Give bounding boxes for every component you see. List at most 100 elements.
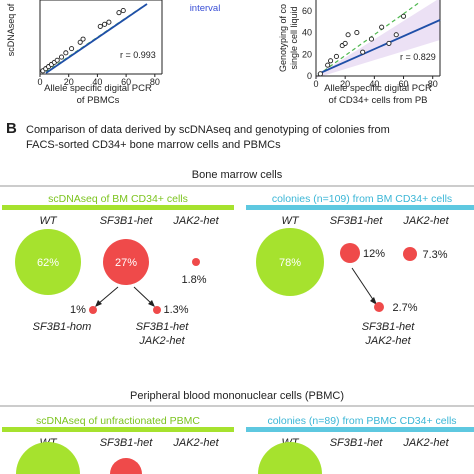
right-point-0 [317, 71, 323, 77]
left-point-10 [80, 36, 86, 42]
bm-right-col-jak2: JAK2-het [402, 215, 449, 227]
bm-right-double-label2: JAK2-het [364, 335, 411, 347]
right-point-10 [379, 24, 385, 30]
bm-left-col-jak2: JAK2-het [172, 215, 219, 227]
bm-right-col-sf3b1: SF3B1-het [330, 215, 384, 227]
bm-right-sf3b1-pct: 12% [363, 248, 385, 260]
right-xtick-label-0: 0 [313, 79, 318, 89]
left-xtick-label-0: 0 [37, 77, 42, 87]
left-scatter: 0 20 40 60 80 r = 0.993 Allele specific digi… [6, 0, 220, 106]
pb-colonies-header: colonies (n=89) from PBMC CD34+ cells [267, 415, 456, 427]
bm-left-double-label1: SF3B1-het [136, 321, 190, 333]
left-point-9 [77, 39, 83, 45]
bm-left-jak2-bubble [192, 258, 200, 266]
right-point-9 [368, 36, 374, 42]
right-point-1 [325, 62, 331, 68]
bm-colonies-header: colonies (n=109) from BM CD34+ cells [272, 193, 452, 205]
right-ylabel-line2: single cell liquid [289, 6, 299, 69]
right-point-11 [386, 40, 392, 46]
right-point-2 [328, 58, 334, 64]
left-regression-line [45, 3, 148, 74]
panel-b-title-line2: FACS-sorted CD34+ bone marrow cells and … [26, 139, 281, 151]
bm-right-wt-pct: 78% [279, 257, 301, 269]
bm-right-wt-bubble [256, 228, 324, 296]
pb-left-wt-bubble [16, 442, 80, 474]
bm-left-arrow-hom [97, 286, 119, 305]
bm-right-jak2-pct: 7.3% [422, 249, 447, 261]
left-xtick-label-2: 40 [92, 77, 102, 87]
left-point-14 [116, 10, 122, 16]
right-ytick-label-1: 20 [302, 49, 312, 59]
left-xlabel-line2: of PBMCs [77, 95, 120, 106]
right-xtick-label-4: 80 [428, 79, 438, 89]
right-ylabel-line1: Genotyping of co [278, 4, 288, 72]
left-point-11 [97, 23, 103, 29]
left-point-13 [106, 19, 112, 25]
bm-right-sf3b1-bubble [340, 243, 360, 263]
bm-left-arrow-double [133, 286, 153, 305]
right-xlabel-line1: Allele specific digital PCR [324, 83, 432, 94]
right-point-3 [333, 53, 339, 60]
pb-scdnaseq-bar [2, 427, 234, 432]
right-r-value: r = 0.829 [400, 52, 436, 62]
bm-left-double-pct: 1.3% [163, 304, 188, 316]
panel-b-title-line1: Comparison of data derived by scDNAseq a… [26, 124, 390, 136]
bm-right-arrowhead-double [370, 297, 377, 305]
pb-left-col-sf3b1: SF3B1-het [100, 437, 154, 449]
left-xlabel-line1: Allele specific digital PCR [44, 83, 152, 94]
left-point-15 [120, 8, 126, 14]
bm-colonies-bar [246, 205, 474, 210]
bm-scdnaseq-header: scDNAseq of BM CD34+ cells [48, 193, 188, 205]
legend-interval-text: interval [190, 3, 221, 14]
right-ci-band [316, 0, 440, 78]
left-xtick-label-4: 80 [150, 77, 160, 87]
right-point-12 [393, 32, 399, 38]
bm-left-arrowhead-double [148, 300, 155, 307]
left-xtick-label-3: 60 [121, 77, 131, 87]
right-ytick-label-3: 60 [302, 6, 312, 16]
bm-left-jak2-pct: 1.8% [181, 274, 206, 286]
bm-left-col-sf3b1: SF3B1-het [100, 215, 154, 227]
pb-section-title: Peripheral blood mononuclear cells (PBMC… [130, 390, 344, 402]
pb-colonies-bar [246, 427, 474, 432]
bm-left-hom-pct: 1% [70, 304, 86, 316]
right-ytick-label-2: 40 [302, 28, 312, 38]
right-ytick-label-0: 0 [307, 71, 312, 81]
bm-right-double-pct: 2.7% [392, 302, 417, 314]
left-ylabel: scDNAseq of [6, 3, 16, 56]
pb-right-wt-bubble [258, 442, 322, 474]
left-r-value: r = 0.993 [120, 50, 156, 60]
right-regression-line [317, 19, 441, 75]
bm-left-double-label2: JAK2-het [138, 335, 185, 347]
left-point-6 [58, 54, 65, 60]
bm-right-col-wt: WT [281, 215, 299, 227]
left-point-12 [102, 21, 108, 27]
pb-left-sf3b1-bubble [110, 458, 142, 474]
left-point-7 [63, 50, 69, 56]
pb-right-col-sf3b1: SF3B1-het [330, 437, 384, 449]
bm-left-double-bubble [153, 306, 161, 314]
right-point-13 [400, 13, 407, 19]
bm-left-sf3b1-pct: 27% [115, 257, 137, 269]
panel-b-letter: B [6, 120, 17, 137]
left-point-8 [69, 46, 75, 52]
right-xlabel-line2: of CD34+ cells from PB [329, 95, 428, 106]
pb-scdnaseq-header: scDNAseq of unfractionated PBMC [36, 415, 200, 427]
bm-section-title: Bone marrow cells [192, 169, 283, 181]
bm-right-jak2-bubble [403, 247, 417, 261]
right-xtick-label-1: 20 [340, 79, 350, 89]
bm-left-col-wt: WT [39, 215, 57, 227]
bm-left-hom-bubble [89, 306, 97, 314]
right-xtick-label-2: 40 [369, 79, 379, 89]
pb-left-col-jak2: JAK2-het [172, 437, 219, 449]
bm-left-wt-pct: 62% [37, 257, 59, 269]
right-point-7 [354, 30, 360, 36]
bm-right-arrow-double [351, 267, 375, 302]
bm-left-hom-label: SF3B1-hom [33, 321, 92, 333]
bm-left-wt-bubble [15, 229, 81, 295]
bm-right-double-bubble [374, 302, 384, 312]
right-scatter: 0 20 40 60 80 0 20 40 60 r = 0.829 Allele specif… [278, 0, 441, 106]
left-xtick-label-1: 20 [64, 77, 74, 87]
right-xtick-label-3: 60 [399, 79, 409, 89]
